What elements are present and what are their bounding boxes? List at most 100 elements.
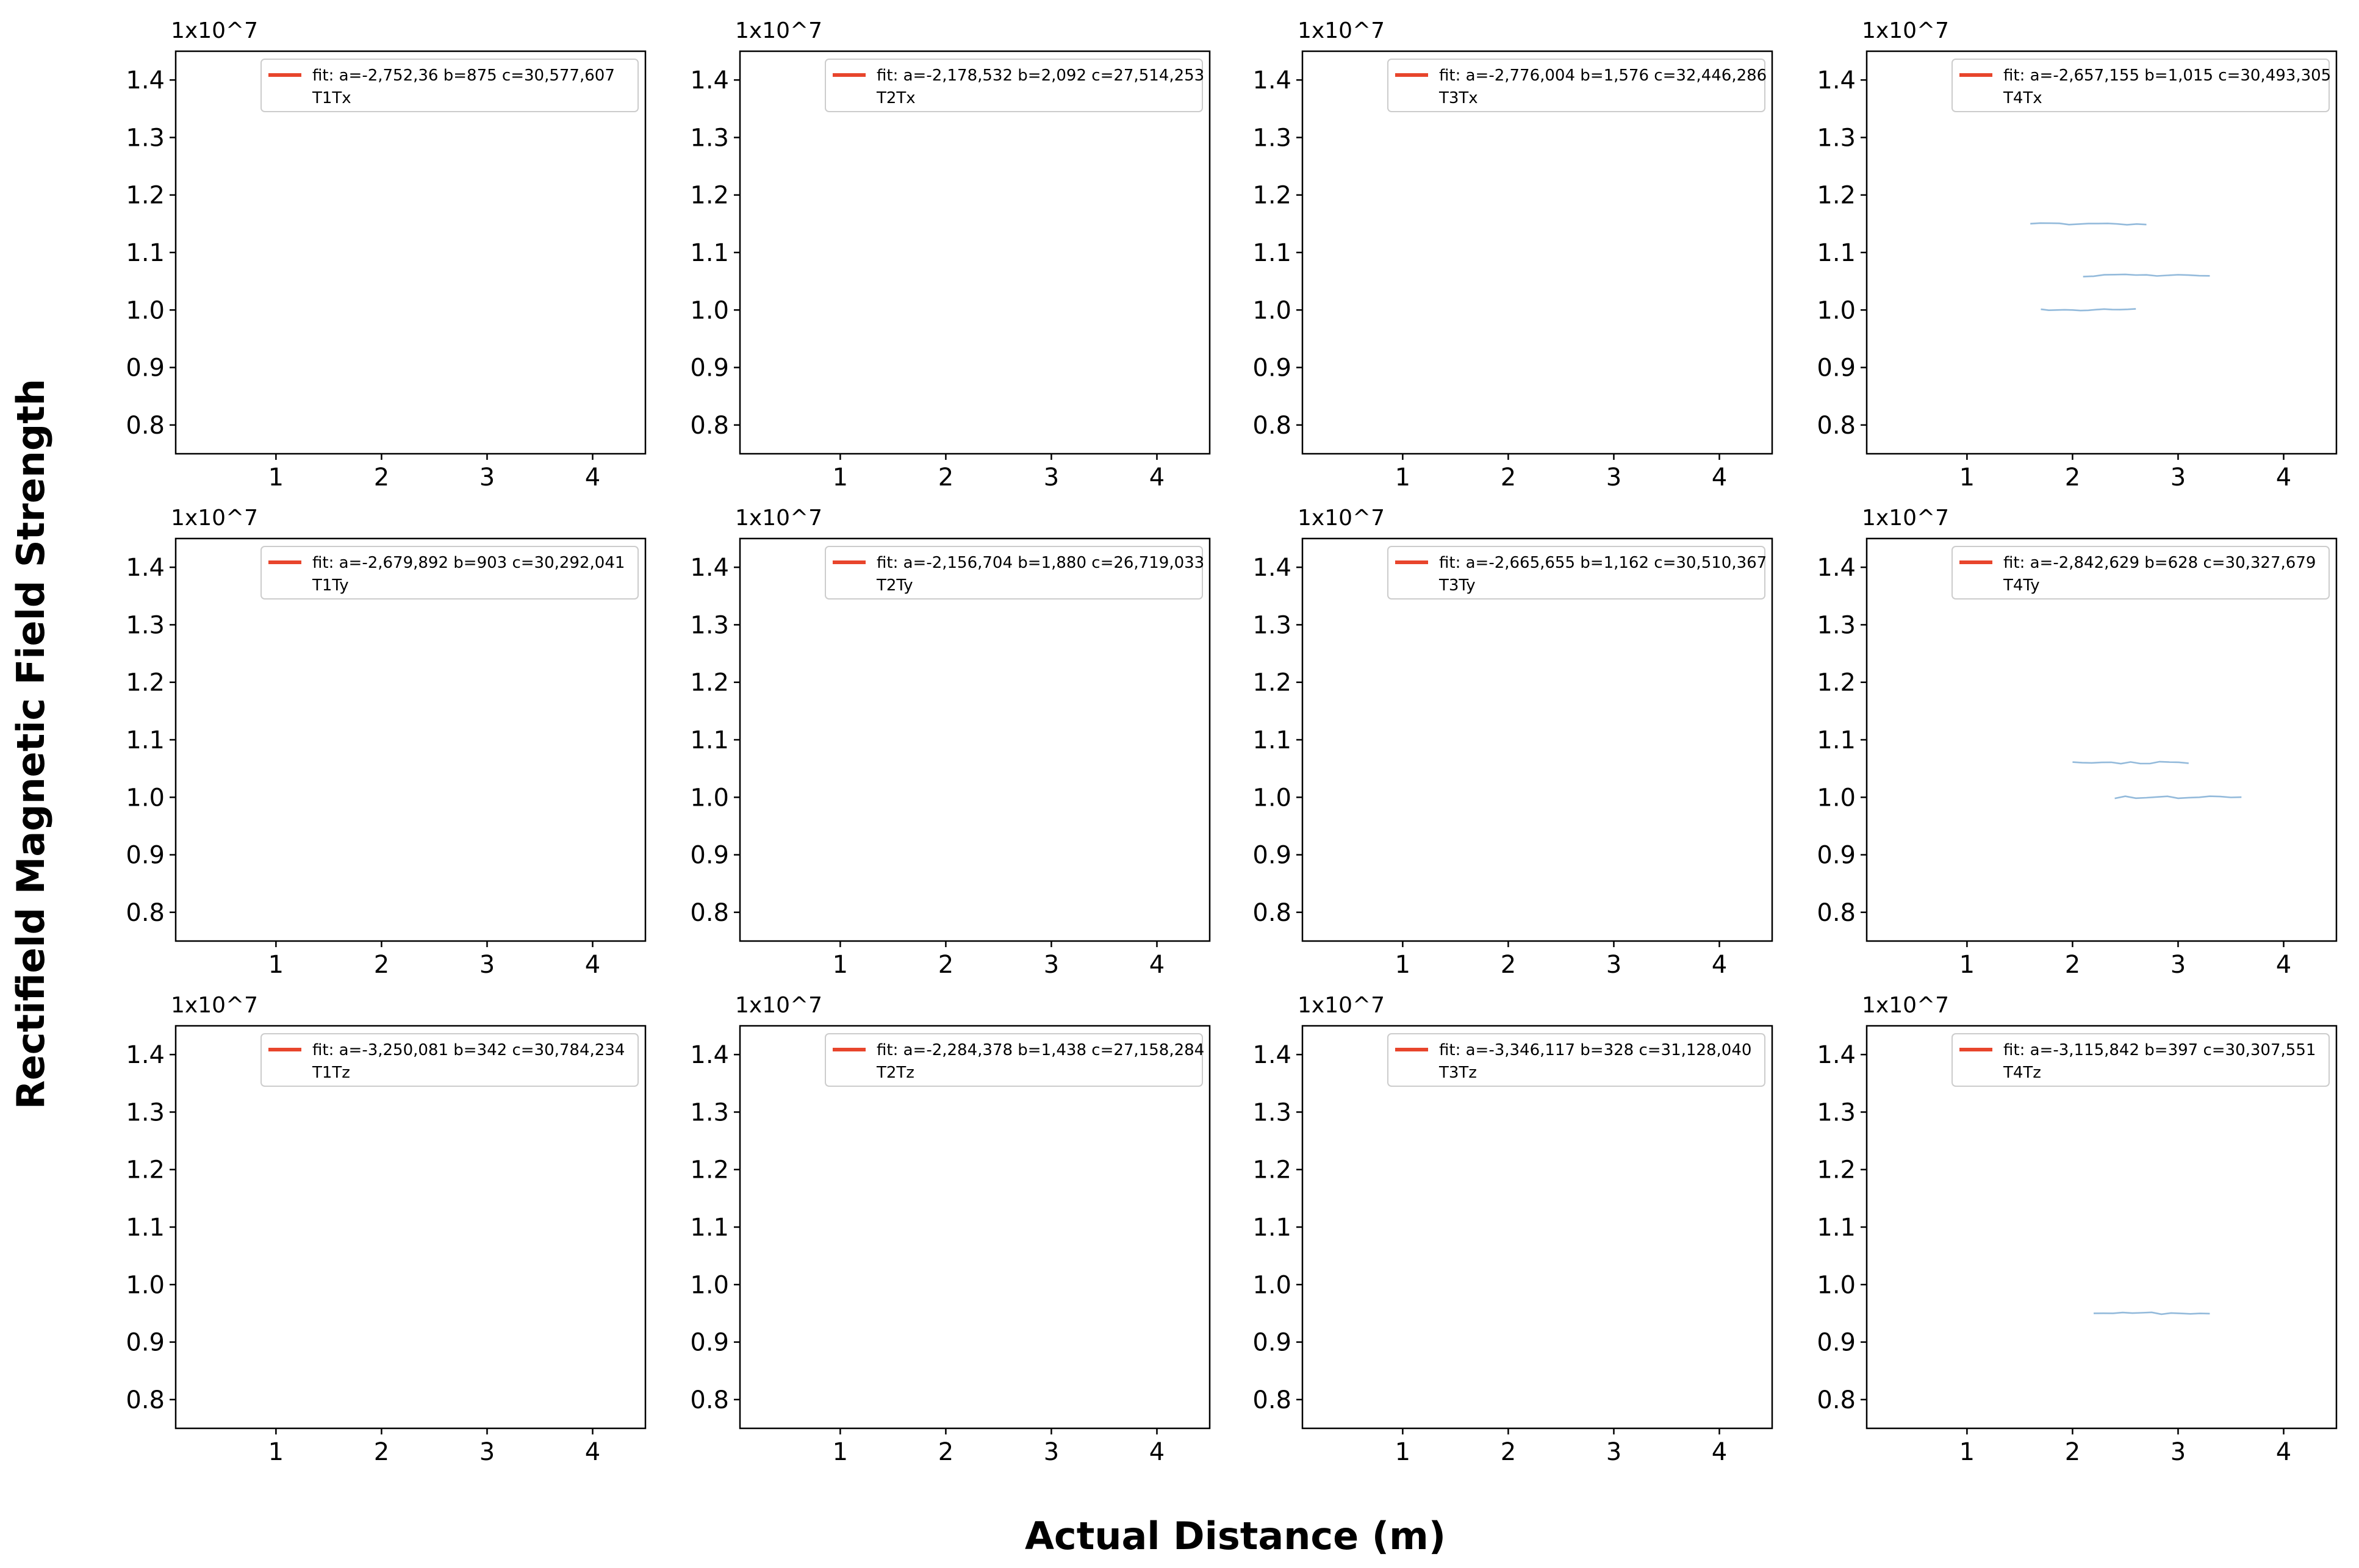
measurement-trace bbox=[836, 270, 1154, 293]
measurement-traces bbox=[810, 269, 1156, 329]
measurement-trace bbox=[820, 272, 1114, 291]
measurement-trace bbox=[830, 295, 1144, 311]
y-tick-label: 0.8 bbox=[690, 899, 729, 927]
y-tick-label: 1.4 bbox=[690, 66, 729, 95]
legend: fit: a=-2,284,378 b=1,438 c=27,158,284 T2… bbox=[825, 1033, 1204, 1087]
y-tick-label: 1.1 bbox=[126, 1214, 165, 1242]
offset-label: 1x10^7 bbox=[1862, 18, 1949, 43]
legend-box bbox=[1387, 546, 1765, 600]
measurement-trace bbox=[1949, 121, 2238, 137]
x-tick-label: 1 bbox=[1959, 951, 1975, 979]
x-tick-label: 2 bbox=[374, 1438, 389, 1466]
measurement-trace bbox=[827, 303, 1111, 316]
measurement-traces bbox=[1926, 112, 2278, 1316]
measurement-trace bbox=[810, 285, 1105, 300]
measurement-trace bbox=[817, 283, 1138, 298]
legend: fit: a=-2,665,655 b=1,162 c=30,510,367 T3… bbox=[1387, 546, 1767, 600]
x-tick-label: 2 bbox=[2065, 1438, 2080, 1466]
y-tick-label: 1.4 bbox=[1817, 1041, 1856, 1069]
measurement-trace bbox=[842, 282, 1141, 296]
y-tick-label: 0.9 bbox=[1252, 842, 1291, 870]
measurement-trace bbox=[825, 293, 1112, 309]
y-tick-label: 1.1 bbox=[690, 726, 729, 754]
measurement-trace bbox=[1930, 116, 2239, 132]
subplot-t1tx: 1x10^7 1 2 3 4 0.8 0.9 1.0 1.1 1.2 1.3 1.4 fit: a=-2… bbox=[126, 18, 647, 492]
y-tick-label: 1.2 bbox=[1817, 669, 1856, 697]
outlier-trace bbox=[2041, 308, 2136, 312]
measurement-trace bbox=[810, 293, 1137, 313]
subplot-t2ty: 1x10^7 1 2 3 4 0.8 0.9 1.0 1.1 1.2 1.3 1.4 fit: a=-2… bbox=[690, 506, 1211, 979]
legend: fit: a=-2,752,36 b=875 c=30,577,607 T1Tx bbox=[260, 59, 639, 112]
y-tick-label: 1.4 bbox=[1252, 554, 1291, 582]
subplot-t3tx: 1x10^7 1 2 3 4 0.8 0.9 1.0 1.1 1.2 1.3 1.4 fit: a=-2… bbox=[1252, 18, 1773, 492]
measurement-trace bbox=[840, 295, 1104, 311]
measurement-trace bbox=[1927, 112, 2257, 128]
offset-label: 1x10^7 bbox=[1298, 18, 1385, 43]
measurement-trace bbox=[833, 279, 1137, 293]
x-tick-label: 2 bbox=[374, 464, 389, 492]
measurement-trace bbox=[817, 275, 1147, 298]
y-tick-label: 1.1 bbox=[1252, 239, 1291, 267]
y-tick-label: 1.3 bbox=[126, 124, 165, 152]
x-tick-label: 1 bbox=[833, 1438, 848, 1466]
offset-label: 1x10^7 bbox=[171, 506, 258, 531]
measurement-trace bbox=[814, 284, 1132, 299]
x-tick-label: 4 bbox=[2276, 464, 2291, 492]
y-tick-label: 1.3 bbox=[1817, 124, 1856, 152]
measurement-trace bbox=[818, 287, 1127, 301]
legend-box bbox=[1951, 1033, 2330, 1087]
x-tick-label: 1 bbox=[268, 464, 284, 492]
y-tick-label: 1.2 bbox=[1817, 1156, 1856, 1184]
measurement-trace bbox=[826, 273, 1105, 290]
y-tick-label: 1.2 bbox=[1252, 669, 1291, 697]
measurement-trace bbox=[1365, 44, 1679, 62]
x-tick-label: 2 bbox=[1501, 464, 1516, 492]
outlier-trace bbox=[2083, 273, 2210, 277]
y-tick-label: 1.3 bbox=[1817, 1098, 1856, 1126]
y-tick-label: 1.0 bbox=[1817, 1271, 1856, 1299]
measurement-trace bbox=[1940, 113, 2232, 131]
y-tick-label: 1.0 bbox=[1252, 1271, 1291, 1299]
measurement-trace bbox=[817, 282, 1105, 301]
plot-area bbox=[2030, 222, 2210, 312]
figure-y-axis-label: Rectifield Magnetic Field Strength bbox=[9, 379, 53, 1109]
measurement-trace bbox=[1939, 113, 2230, 126]
subplot-t4tx: 1x10^7 1 2 3 4 0.8 0.9 1.0 1.1 1.2 1.3 1.4 fit: a=-2… bbox=[1817, 18, 2338, 492]
y-tick-label: 0.9 bbox=[1817, 354, 1856, 382]
offset-label: 1x10^7 bbox=[735, 993, 822, 1018]
y-tick-label: 1.0 bbox=[690, 784, 729, 812]
measurement-trace bbox=[1926, 120, 2278, 143]
measurement-trace bbox=[1927, 113, 2248, 129]
measurement-trace bbox=[811, 279, 1107, 298]
legend-box bbox=[1387, 1033, 1765, 1087]
outlier-trace bbox=[2030, 222, 2147, 226]
legend-series-label: T2Tz bbox=[876, 1064, 914, 1082]
measurement-trace bbox=[819, 303, 1129, 316]
x-tick-label: 1 bbox=[1959, 1438, 1975, 1466]
measurement-trace bbox=[844, 291, 1140, 304]
y-tick-label: 1.4 bbox=[690, 1041, 729, 1069]
y-tick-label: 1.1 bbox=[1252, 1214, 1291, 1242]
legend-fit-label: fit: a=-3,115,842 b=397 c=30,307,551 bbox=[2003, 1041, 2316, 1059]
y-tick-label: 1.3 bbox=[1817, 611, 1856, 639]
measurement-trace bbox=[817, 282, 1147, 296]
x-tick-label: 4 bbox=[2276, 1438, 2291, 1466]
offset-label: 1x10^7 bbox=[735, 18, 822, 43]
y-tick-label: 1.0 bbox=[126, 784, 165, 812]
measurement-trace bbox=[825, 284, 1152, 299]
x-tick-label: 2 bbox=[374, 951, 389, 979]
measurement-trace bbox=[813, 302, 1143, 320]
y-tick-label: 1.1 bbox=[126, 239, 165, 267]
legend-fit-label: fit: a=-2,842,629 b=628 c=30,327,679 bbox=[2003, 554, 2316, 572]
y-tick-label: 1.2 bbox=[690, 669, 729, 697]
y-tick-label: 1.3 bbox=[1252, 1098, 1291, 1126]
y-tick-label: 1.2 bbox=[690, 182, 729, 210]
legend-box bbox=[1951, 546, 2330, 600]
y-tick-label: 1.4 bbox=[690, 554, 729, 582]
x-tick-label: 3 bbox=[479, 464, 495, 492]
legend-series-label: T1Ty bbox=[312, 576, 349, 595]
measurement-trace bbox=[1928, 115, 2247, 130]
y-tick-label: 1.2 bbox=[126, 182, 165, 210]
legend-box bbox=[1951, 59, 2330, 112]
